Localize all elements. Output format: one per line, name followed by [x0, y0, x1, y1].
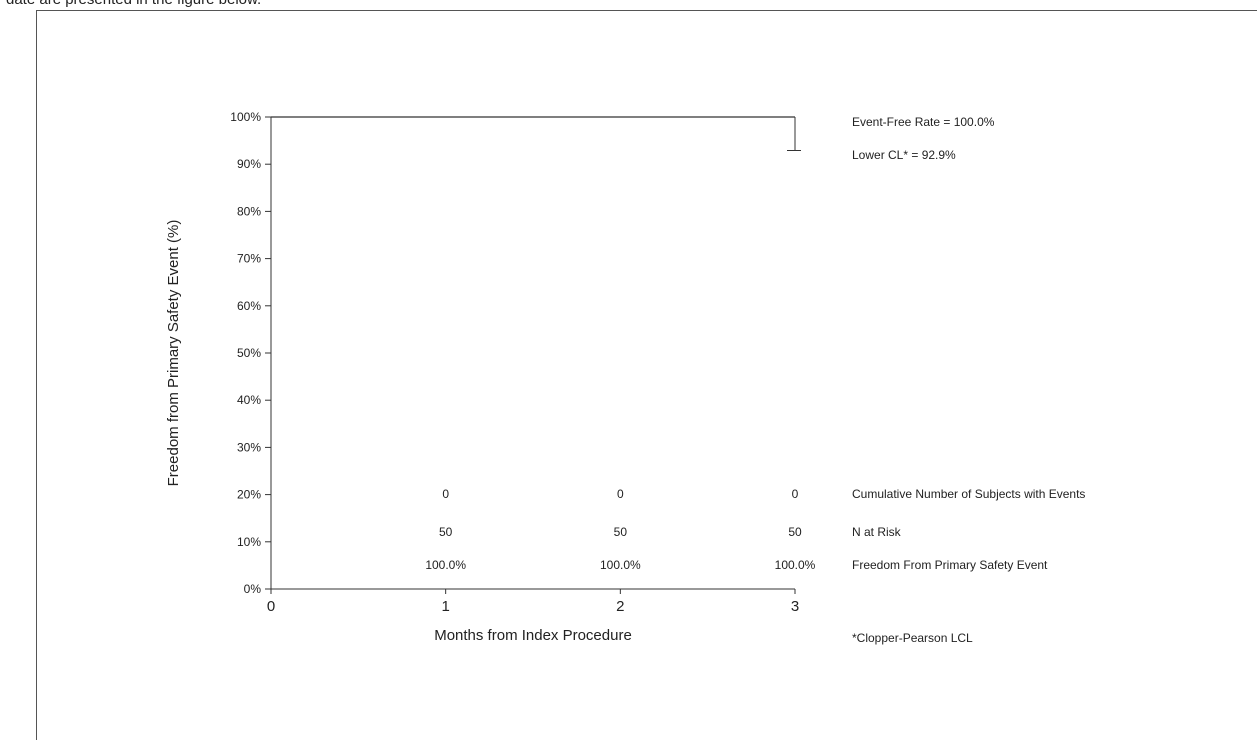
risk-table-value: 0	[617, 487, 624, 501]
y-tick-label: 70%	[237, 252, 261, 266]
km-chart: 0% 10% 20% 30% 40% 50% 60% 70% 80% 90% 100% 0 1 2 3 0…	[165, 110, 1085, 645]
risk-table-value: 0	[442, 487, 449, 501]
risk-table-value: 100.0%	[775, 558, 816, 572]
x-tick-label: 0	[267, 598, 275, 615]
y-tick-label: 10%	[237, 535, 261, 549]
risk-table-value: 50	[788, 525, 802, 539]
y-tick-label: 60%	[237, 299, 261, 313]
risk-table-row-label: Freedom From Primary Safety Event	[852, 558, 1048, 572]
y-axis-title: Freedom from Primary Safety Event (%)	[165, 220, 182, 487]
y-tick-label: 40%	[237, 393, 261, 407]
y-tick-label: 90%	[237, 157, 261, 171]
risk-table-row-label: Cumulative Number of Subjects with Event…	[852, 487, 1085, 501]
risk-table-value: 100.0%	[600, 558, 641, 572]
event-free-rate-annotation: Event-Free Rate = 100.0%	[852, 115, 995, 129]
risk-table-value: 50	[614, 525, 628, 539]
x-tick-label: 3	[791, 598, 799, 615]
y-tick-label: 30%	[237, 440, 261, 454]
intro-text: date are presented in the figure below.	[6, 0, 261, 8]
risk-table-value: 50	[439, 525, 453, 539]
clopper-pearson-footnote: *Clopper-Pearson LCL	[852, 631, 973, 645]
lower-cl-annotation: Lower CL* = 92.9%	[852, 148, 956, 162]
y-tick-label: 80%	[237, 204, 261, 218]
x-axis-title: Months from Index Procedure	[434, 627, 632, 644]
risk-table: 0 0 0 Cumulative Number of Subjects with Ev…	[425, 487, 1085, 572]
survival-series	[271, 116, 801, 152]
risk-table-value: 100.0%	[425, 558, 466, 572]
x-tick-label: 2	[616, 598, 624, 615]
risk-table-value: 0	[792, 487, 799, 501]
y-tick-label: 100%	[230, 110, 261, 124]
y-tick-label: 0%	[244, 582, 262, 596]
chart-axes	[270, 117, 795, 590]
risk-table-row-label: N at Risk	[852, 525, 902, 539]
x-axis-ticks: 0 1 2 3	[267, 589, 799, 615]
figure-frame	[36, 10, 1257, 740]
x-tick-label: 1	[441, 598, 449, 615]
y-tick-label: 20%	[237, 488, 261, 502]
y-tick-label: 50%	[237, 346, 261, 360]
y-axis-ticks: 0% 10% 20% 30% 40% 50% 60% 70% 80% 90% 100%	[230, 110, 271, 596]
